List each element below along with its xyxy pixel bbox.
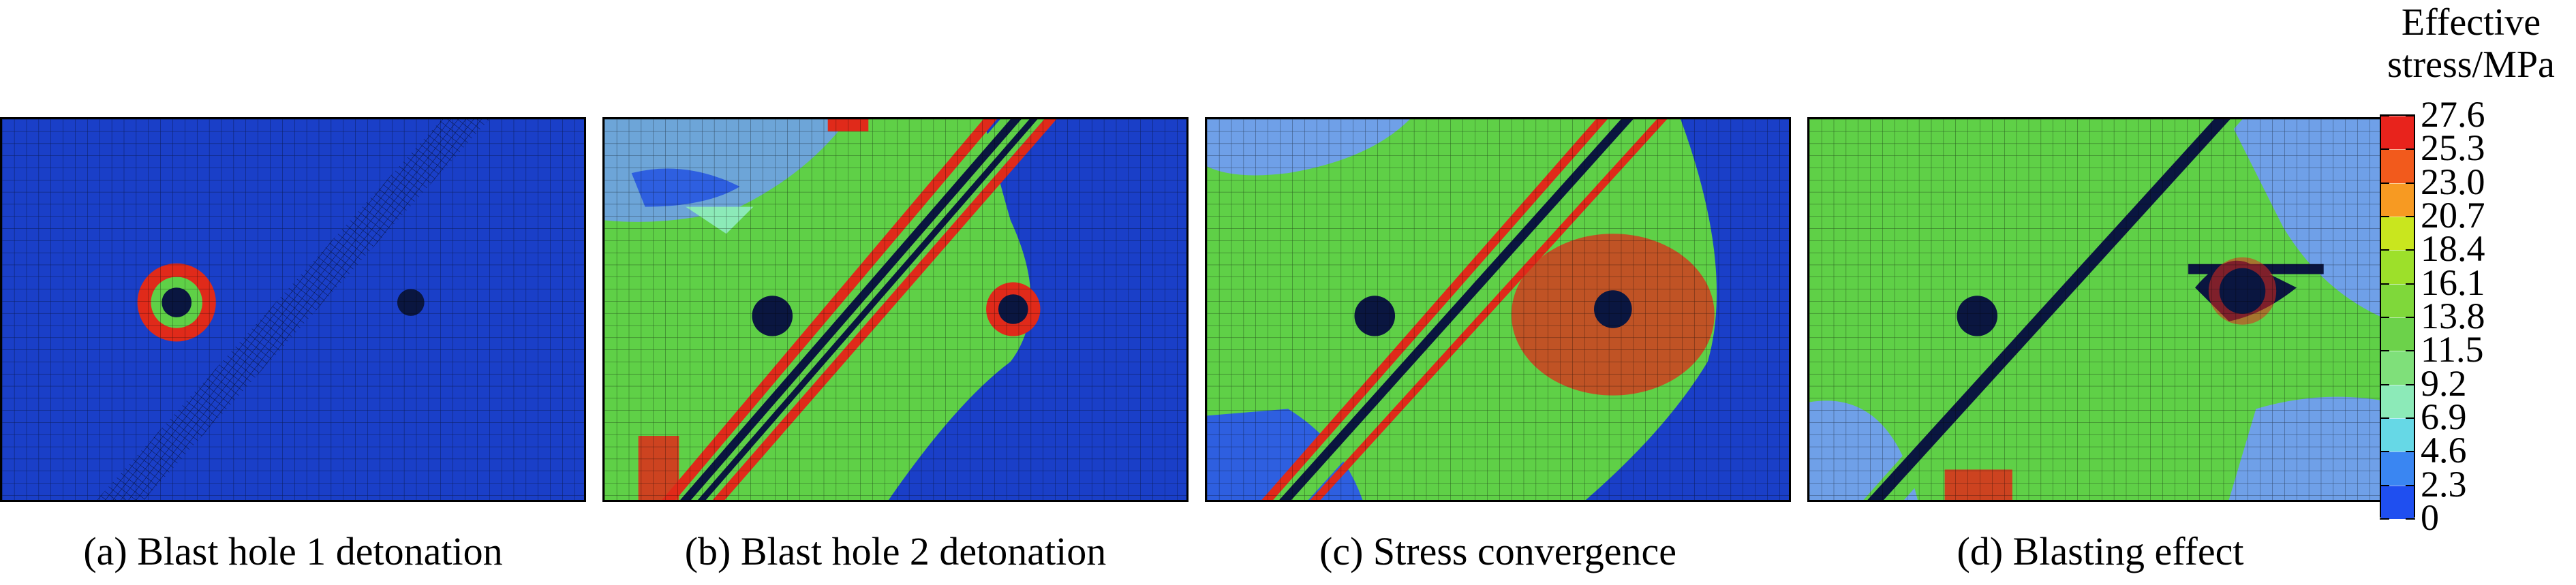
colorbar-swatch	[2381, 351, 2414, 385]
colorbar-tick-label: 2.3	[2421, 463, 2467, 505]
legend-title-line2: stress/MPa	[2387, 44, 2555, 86]
colorbar-tick	[2406, 451, 2415, 453]
legend-title: Effective stress/MPa	[2369, 1, 2573, 86]
colorbar-tick	[2380, 249, 2389, 251]
colorbar-tick	[2406, 383, 2415, 385]
colorbar-tick-label: 18.4	[2421, 228, 2485, 270]
panel-d	[1807, 117, 2393, 502]
colorbar-tick	[2406, 518, 2415, 520]
panel-a	[0, 117, 586, 502]
colorbar-tick	[2380, 383, 2389, 385]
colorbar-tick	[2406, 148, 2415, 151]
colorbar-tick	[2380, 148, 2389, 151]
colorbar-tick	[2406, 216, 2415, 217]
caption-a: (a) Blast hole 1 detonation	[83, 529, 503, 573]
caption-c: (c) Stress convergence	[1319, 529, 1676, 573]
colorbar-swatch	[2381, 384, 2414, 418]
colorbar-swatch	[2381, 250, 2414, 284]
caption-b: (b) Blast hole 2 detonation	[684, 529, 1107, 573]
colorbar-tick-label: 9.2	[2421, 362, 2467, 404]
colorbar-tick	[2380, 216, 2389, 217]
colorbar-swatch	[2381, 116, 2414, 150]
colorbar-tick	[2380, 182, 2389, 184]
colorbar-tick	[2380, 317, 2389, 318]
colorbar-tick	[2406, 182, 2415, 184]
colorbar-swatch	[2381, 485, 2414, 519]
stress-field-b	[604, 119, 1186, 500]
colorbar-tick-label: 23.0	[2421, 161, 2485, 202]
colorbar-tick	[2406, 350, 2415, 352]
colorbar-tick	[2406, 115, 2415, 116]
colorbar-tick	[2406, 249, 2415, 251]
colorbar-tick	[2380, 484, 2389, 486]
colorbar-tick-label: 16.1	[2421, 262, 2485, 303]
colorbar-tick-label: 4.6	[2421, 430, 2467, 471]
colorbar-tick	[2380, 115, 2389, 116]
colorbar-swatch	[2381, 452, 2414, 486]
panel-c	[1205, 117, 1791, 502]
colorbar-tick-label: 6.9	[2421, 396, 2467, 437]
colorbar-tick	[2406, 417, 2415, 419]
stress-field-c	[1207, 119, 1789, 500]
colorbar-tick	[2380, 451, 2389, 453]
colorbar-tick-label: 0	[2421, 497, 2439, 538]
stress-field-d	[1809, 119, 2391, 500]
stress-field-a	[2, 119, 584, 500]
colorbar-tick	[2380, 283, 2389, 285]
colorbar-tick-label: 20.7	[2421, 195, 2485, 236]
colorbar-tick	[2406, 283, 2415, 285]
panel-b	[602, 117, 1189, 502]
colorbar-swatch	[2381, 183, 2414, 217]
colorbar-tick	[2406, 484, 2415, 486]
colorbar-swatch	[2381, 149, 2414, 183]
colorbar-swatch	[2381, 418, 2414, 452]
colorbar-tick-label: 27.6	[2421, 94, 2485, 135]
colorbar-tick-label: 11.5	[2421, 329, 2484, 370]
colorbar-tick	[2406, 317, 2415, 318]
colorbar-tick	[2380, 350, 2389, 352]
colorbar-tick	[2380, 518, 2389, 520]
colorbar-swatch	[2381, 317, 2414, 351]
caption-d: (d) Blasting effect	[1957, 529, 2244, 573]
colorbar-tick	[2380, 417, 2389, 419]
colorbar-swatch	[2381, 217, 2414, 251]
colorbar-tick-label: 25.3	[2421, 127, 2485, 169]
colorbar	[2380, 114, 2415, 520]
colorbar-swatch	[2381, 283, 2414, 317]
legend-title-line1: Effective	[2401, 1, 2541, 44]
colorbar-tick-label: 13.8	[2421, 296, 2485, 336]
